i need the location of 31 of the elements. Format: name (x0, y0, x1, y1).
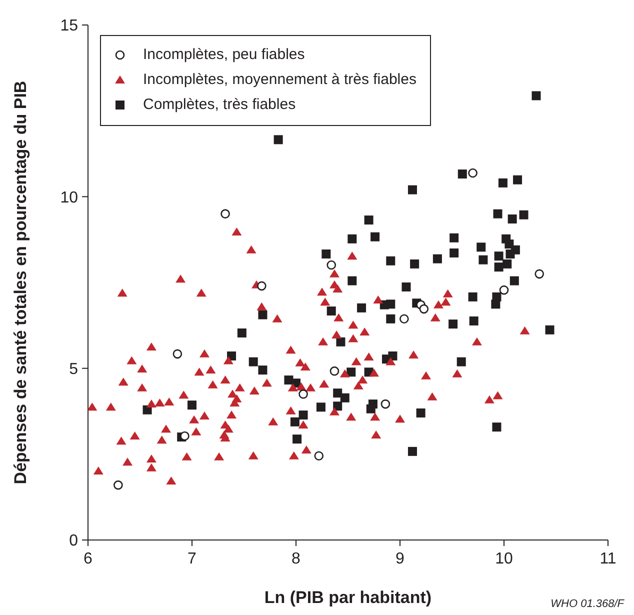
point (180, 431, 190, 441)
legend-label: Incomplètes, peu fiables (143, 46, 305, 63)
point (326, 260, 336, 270)
point (468, 168, 478, 178)
point (220, 209, 230, 218)
legend-label: Incomplètes, moyennement à très fiables (143, 71, 416, 88)
x-tick-label: 8 (292, 550, 301, 568)
point (298, 389, 308, 399)
y-tick-label: 5 (69, 361, 78, 378)
point (534, 269, 544, 279)
point (330, 366, 340, 376)
point (499, 285, 509, 295)
point (380, 399, 390, 409)
y-tick-label: 15 (60, 18, 78, 35)
x-tick-label: 6 (84, 550, 93, 568)
x-tick-label: 10 (495, 550, 513, 568)
point (257, 281, 266, 291)
y-tick-label: 10 (60, 189, 78, 206)
text: WHO 01.368/F (550, 598, 624, 611)
y-tick-label: 0 (69, 532, 78, 550)
point (314, 451, 324, 461)
point (419, 304, 429, 314)
point (172, 349, 182, 359)
x-tick-label: 7 (188, 550, 197, 568)
x-tick-label: 9 (396, 550, 405, 568)
y-axis-title: Dépenses de santé totales en pourcentage du PIB (11, 80, 30, 484)
point (400, 314, 409, 324)
point (114, 480, 123, 490)
x-axis-title: Ln (PIB par habitant) (264, 588, 432, 607)
legend-label: Complètes, très fiables (143, 96, 296, 113)
x-tick-label: 11 (600, 550, 616, 568)
